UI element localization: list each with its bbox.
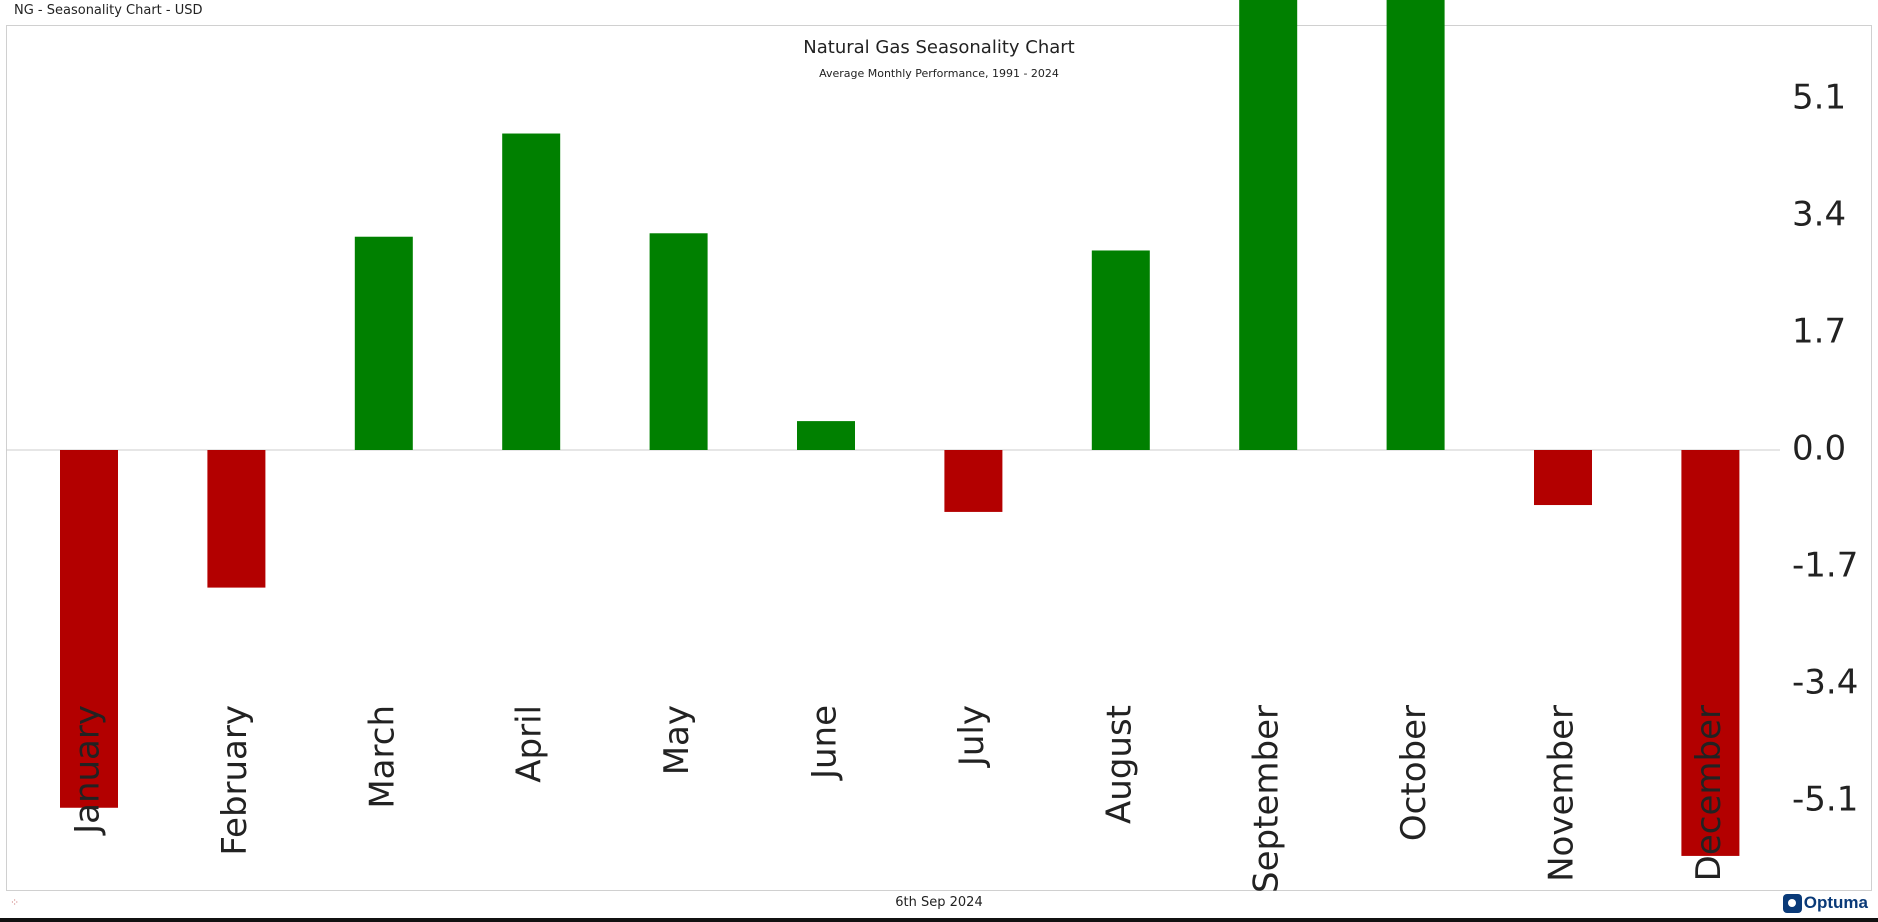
y-tick-label: 5.1 (1792, 78, 1846, 118)
x-tick-label: August (1099, 705, 1139, 824)
y-tick-label: 1.7 (1792, 312, 1846, 352)
y-tick-label: 6.8 (1792, 0, 1846, 1)
bar-december[interactable] (1681, 450, 1740, 856)
footer-date: 6th Sep 2024 (895, 895, 983, 910)
y-tick-label: 3.4 (1792, 195, 1846, 235)
bar-february[interactable] (207, 450, 266, 588)
bar-august[interactable] (1091, 250, 1150, 450)
window-title: NG - Seasonality Chart - USD (14, 3, 203, 18)
y-tick-label: 0.0 (1792, 429, 1846, 469)
chart-title: Natural Gas Seasonality Chart (803, 37, 1075, 58)
y-tick-label: -3.4 (1792, 662, 1858, 702)
bar-may[interactable] (649, 233, 708, 450)
bottom-bar (0, 918, 1878, 922)
x-tick-label: July (952, 705, 992, 768)
bar-september[interactable] (1239, 0, 1298, 450)
x-tick-label: February (215, 705, 255, 856)
settings-icon[interactable]: ⁘ (10, 896, 20, 909)
chart-subtitle: Average Monthly Performance, 1991 - 2024 (819, 67, 1059, 80)
x-tick-label: December (1689, 705, 1729, 881)
x-tick-label: April (510, 705, 550, 783)
y-tick-label: -5.1 (1792, 779, 1858, 819)
bar-january[interactable] (60, 450, 118, 808)
x-tick-label: November (1542, 705, 1582, 882)
x-tick-label: May (657, 705, 697, 775)
x-tick-label: March (362, 705, 402, 809)
bar-october[interactable] (1386, 0, 1445, 450)
bar-april[interactable] (502, 133, 561, 450)
bar-november[interactable] (1534, 450, 1592, 506)
x-tick-label: June (805, 705, 845, 781)
y-tick-label: -1.7 (1792, 545, 1858, 585)
brand-name: Optuma (1803, 893, 1868, 912)
optuma-logo-icon (1782, 893, 1802, 913)
x-tick-label: September (1247, 705, 1287, 893)
x-tick-label: October (1394, 705, 1434, 841)
optuma-logo: Optuma (1782, 893, 1868, 913)
x-tick-label: January (68, 705, 108, 836)
bar-march[interactable] (354, 236, 413, 450)
bar-july[interactable] (944, 450, 1003, 512)
bar-june[interactable] (797, 421, 855, 450)
